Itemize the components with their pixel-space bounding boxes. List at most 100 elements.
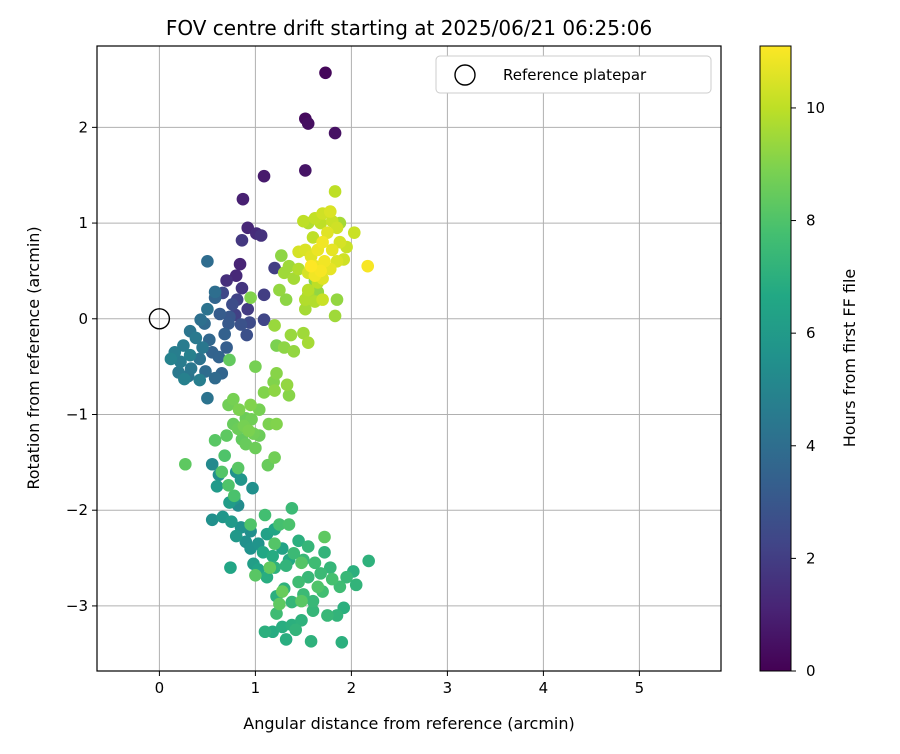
y-tick-label: −1 (66, 405, 88, 423)
data-point (246, 481, 259, 495)
data-point (257, 386, 271, 399)
data-point (328, 126, 342, 140)
data-point (257, 313, 271, 327)
y-tick-label: 0 (78, 310, 88, 328)
colorbar-tick-label: 6 (806, 324, 816, 342)
data-point (241, 302, 255, 316)
legend-label-reference: Reference platepar (503, 66, 647, 84)
data-point (234, 473, 248, 486)
x-tick-label: 3 (443, 679, 453, 697)
data-point (183, 348, 197, 362)
data-point (328, 309, 342, 323)
data-point (292, 262, 305, 276)
colorbar-tick-label: 10 (806, 99, 825, 117)
data-point (304, 635, 318, 648)
data-point (174, 355, 187, 369)
data-point (233, 257, 247, 271)
colorbar: 0 2 4 6 8 10 Hours from first FF file (759, 45, 859, 680)
data-point (205, 513, 219, 527)
data-point (196, 341, 209, 354)
data-point (316, 235, 329, 249)
x-tick-label: 5 (635, 679, 645, 697)
data-point (301, 570, 315, 584)
data-point (361, 259, 375, 273)
data-point (268, 537, 281, 551)
x-tick-label: 2 (347, 679, 357, 697)
data-point (273, 597, 286, 611)
data-point (275, 585, 289, 598)
data-point (277, 341, 291, 354)
data-point (268, 451, 281, 464)
data-point (235, 281, 249, 295)
data-point (335, 635, 349, 649)
data-point (347, 226, 361, 239)
data-point (273, 518, 286, 531)
data-point (244, 518, 257, 531)
y-axis-label: Rotation from reference (arcmin) (24, 226, 43, 489)
data-point (292, 575, 305, 589)
data-point (306, 604, 320, 618)
data-point (222, 317, 235, 330)
data-point (270, 417, 283, 431)
data-point (349, 578, 363, 592)
data-point (275, 249, 288, 262)
data-point (323, 561, 337, 574)
data-point (177, 339, 190, 352)
data-point (270, 367, 283, 380)
data-point (279, 559, 293, 573)
y-tick-label: 2 (78, 118, 88, 136)
data-point (301, 117, 315, 130)
data-point (282, 259, 296, 273)
data-point (226, 298, 239, 311)
scatter-points (164, 66, 375, 649)
data-point (240, 328, 254, 342)
data-point (287, 272, 301, 285)
legend-box (435, 55, 712, 94)
x-tick-label: 4 (539, 679, 549, 697)
data-point (257, 288, 271, 302)
data-point (330, 609, 344, 622)
data-point (333, 580, 347, 594)
y-tick-label: −3 (66, 597, 88, 615)
data-point (284, 328, 298, 342)
data-point (285, 501, 299, 515)
data-point (193, 373, 207, 387)
reference-platepar-marker (148, 308, 171, 330)
data-point (215, 465, 229, 479)
data-point (275, 620, 289, 634)
data-point (323, 205, 337, 218)
data-point (314, 264, 327, 278)
data-point (308, 556, 322, 570)
data-point (222, 479, 235, 492)
data-point (208, 434, 222, 447)
data-point (295, 556, 308, 570)
data-point (295, 594, 308, 608)
data-point (330, 221, 344, 235)
data-point (301, 540, 315, 553)
data-point (330, 293, 344, 306)
data-point (249, 360, 262, 373)
data-point (282, 389, 296, 402)
data-point (318, 546, 331, 559)
data-point (325, 572, 339, 586)
data-point (179, 457, 192, 471)
data-point (164, 352, 178, 366)
data-point (218, 327, 231, 341)
data-point (225, 515, 238, 528)
data-point (234, 318, 248, 331)
data-point (299, 293, 312, 306)
data-point (220, 429, 233, 442)
data-point (201, 255, 214, 268)
data-point (208, 285, 222, 299)
data-point (236, 192, 250, 206)
data-point (189, 331, 203, 345)
data-point (229, 529, 243, 543)
data-point (260, 570, 274, 584)
data-point (304, 259, 318, 273)
data-point (301, 283, 315, 297)
grid-lines (97, 46, 721, 671)
data-point (297, 214, 310, 228)
data-point (362, 554, 375, 568)
data-point (263, 561, 277, 574)
